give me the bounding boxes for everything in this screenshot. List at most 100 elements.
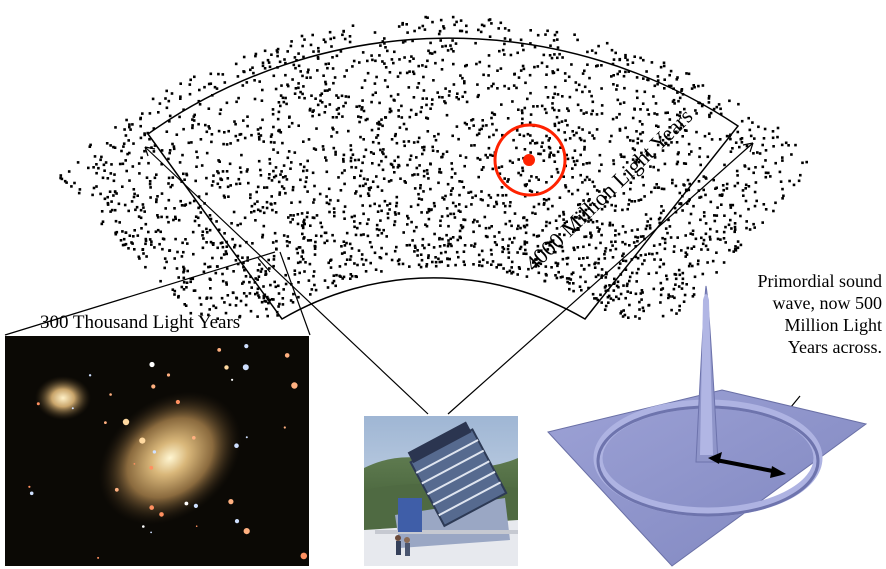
galaxy-dot xyxy=(622,101,626,104)
galaxy-dot xyxy=(157,111,160,114)
galaxy-dot xyxy=(594,275,598,279)
galaxy-dot xyxy=(583,69,586,73)
galaxy-dot xyxy=(432,246,436,249)
galaxy-dot xyxy=(290,40,293,43)
galaxy-dot xyxy=(333,211,336,214)
galaxy-dot xyxy=(285,240,289,243)
galaxy-dot xyxy=(416,173,420,176)
galaxy-dot xyxy=(638,317,641,320)
galaxy-dot xyxy=(733,211,737,215)
galaxy-dot xyxy=(708,115,711,119)
galaxy-dot xyxy=(570,63,573,66)
galaxy-dot xyxy=(447,239,450,242)
galaxy-dot xyxy=(539,152,542,156)
galaxy-dot xyxy=(647,304,650,307)
galaxy-dot xyxy=(257,296,261,299)
galaxy-dot xyxy=(623,313,627,317)
galaxy-dot xyxy=(182,281,186,284)
galaxy-dot xyxy=(165,89,168,93)
galaxy-dot xyxy=(488,35,492,38)
galaxy-dot xyxy=(639,235,643,238)
galaxy-dot xyxy=(470,119,473,122)
galaxy-dot xyxy=(233,245,236,249)
galaxy-dot xyxy=(393,99,396,102)
galaxy-dot xyxy=(753,204,757,208)
galaxy-dot xyxy=(320,225,324,229)
galaxy-dot xyxy=(600,112,604,115)
galaxy-dot xyxy=(737,102,740,106)
galaxy-dot xyxy=(522,252,525,255)
galaxy-dot xyxy=(558,196,562,199)
galaxy-dot xyxy=(228,303,232,307)
galaxy-dot xyxy=(427,49,430,53)
galaxy-dot xyxy=(444,87,447,90)
galaxy-dot xyxy=(291,185,295,189)
background-star xyxy=(88,374,92,377)
galaxy-dot xyxy=(692,245,696,248)
galaxy-dot xyxy=(463,263,466,267)
highlight-ring-icon xyxy=(493,123,567,197)
galaxy-dot xyxy=(132,142,135,145)
galaxy-dot xyxy=(458,29,462,33)
galaxy-dot xyxy=(315,214,319,217)
galaxy-dot xyxy=(621,240,624,244)
galaxy-dot xyxy=(571,130,574,133)
galaxy-dot xyxy=(610,203,613,207)
galaxy-dot xyxy=(269,283,272,287)
galaxy-dot xyxy=(351,65,354,68)
galaxy-dot xyxy=(504,204,507,208)
galaxy-dot xyxy=(254,54,257,58)
galaxy-dot xyxy=(561,249,565,253)
galaxy-dot xyxy=(348,40,352,44)
galaxy-dot xyxy=(678,202,681,205)
galaxy-dot xyxy=(799,173,802,177)
galaxy-dot xyxy=(655,124,658,128)
galaxy-dot xyxy=(138,172,141,175)
galaxy-dot xyxy=(409,108,413,112)
galaxy-dot xyxy=(558,214,561,218)
galaxy-dot xyxy=(706,261,709,264)
galaxy-dot xyxy=(451,187,454,190)
galaxy-dot xyxy=(521,166,524,170)
galaxy-dot xyxy=(403,144,406,148)
galaxy-dot xyxy=(708,235,712,239)
galaxy-dot xyxy=(736,240,740,243)
galaxy-dot xyxy=(413,173,416,176)
galaxy-dot xyxy=(253,281,257,284)
galaxy-dot xyxy=(521,117,524,121)
galaxy-dot xyxy=(322,148,325,151)
galaxy-pointer-line-2 xyxy=(279,251,311,336)
galaxy-dot xyxy=(477,253,481,257)
galaxy-dot xyxy=(374,268,378,271)
galaxy-dot xyxy=(637,267,640,271)
galaxy-dot xyxy=(284,61,287,65)
galaxy-dot xyxy=(458,203,461,206)
galaxy-dot xyxy=(534,263,538,267)
galaxy-dot xyxy=(427,177,430,180)
background-star xyxy=(284,353,290,358)
galaxy-dot xyxy=(663,241,667,245)
galaxy-dot xyxy=(779,180,783,183)
galaxy-dot xyxy=(612,74,615,77)
galaxy-dot xyxy=(583,148,586,151)
galaxy-dot xyxy=(312,270,316,273)
galaxy-dot xyxy=(455,125,459,128)
galaxy-dot xyxy=(544,33,547,36)
galaxy-dot xyxy=(762,137,766,140)
galaxy-dot xyxy=(446,244,450,248)
galaxy-dot xyxy=(222,253,226,256)
galaxy-dot xyxy=(359,174,362,178)
galaxy-dot xyxy=(153,246,156,249)
galaxy-dot xyxy=(332,81,335,85)
galaxy-dot xyxy=(463,80,466,83)
galaxy-dot xyxy=(114,126,117,129)
galaxy-dot xyxy=(548,155,551,159)
galaxy-dot xyxy=(280,84,283,87)
galaxy-dot xyxy=(291,301,295,304)
galaxy-dot xyxy=(677,285,681,288)
galaxy-dot xyxy=(629,187,632,191)
background-star xyxy=(228,499,234,505)
galaxy-dot xyxy=(275,310,279,314)
galaxy-dot xyxy=(537,202,541,206)
background-star xyxy=(192,436,196,440)
